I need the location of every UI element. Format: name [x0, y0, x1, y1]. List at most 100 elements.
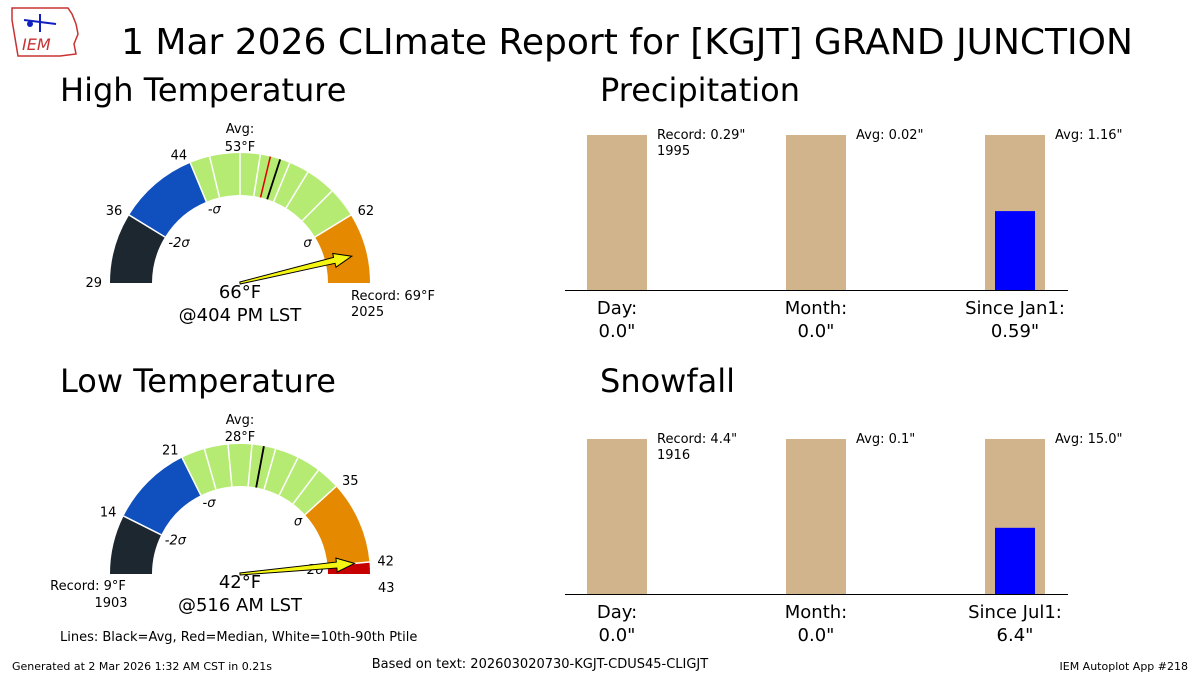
high-tick-label-3: 62 [358, 204, 375, 219]
high-sigma-label-0: -2σ [168, 236, 190, 251]
high-gauge-band-2 [190, 152, 351, 238]
precip-category-label-2: Since Jan1: [965, 298, 1065, 319]
lines-legend: Lines: Black=Avg, Red=Median, White=10th… [60, 630, 417, 645]
snow-reference-label-0: Record: 4.4" [657, 432, 737, 447]
precip-reference-bar-1 [786, 135, 846, 290]
high-tick-label-2: 44 [171, 149, 188, 164]
low-band-separator-2 [304, 485, 337, 516]
snow-observed-label-2: 6.4" [997, 625, 1034, 646]
source-text-id: Based on text: 202603020730-KGJT-CDUS45-… [372, 657, 708, 672]
precip-reference-year-0: 1995 [657, 144, 690, 159]
snow-observed-label-0: 0.0" [599, 625, 636, 646]
low-avg-label: Avg: [226, 413, 254, 428]
snow-observed-bar-2 [995, 527, 1035, 594]
snow-observed-label-1: 0.0" [798, 625, 835, 646]
high-observed-needle [239, 252, 354, 285]
high-sigma-label-1: -σ [208, 202, 222, 217]
precip-observed-label-1: 0.0" [798, 321, 835, 342]
snowfall-title: Snowfall [600, 362, 735, 400]
page-title: 1 Mar 2026 CLImate Report for [KGJT] GRA… [121, 22, 1133, 63]
low-record-year: 1903 [94, 596, 127, 611]
low-band-separator-0 [123, 515, 162, 536]
snow-reference-bar-1 [786, 439, 846, 594]
low-tick-label-0: 14 [100, 505, 117, 520]
low-sigma-label-2: σ [294, 514, 303, 529]
snow-category-label-0: Day: [597, 602, 637, 623]
precip-reference-bar-0 [587, 135, 647, 290]
low-avg-line [255, 446, 265, 488]
generated-timestamp: Generated at 2 Mar 2026 1:32 AM CST in 0… [12, 660, 272, 673]
high-band-separator-0 [128, 214, 166, 238]
low-observed-value: 42°F [219, 572, 261, 593]
low-band-separator-1 [181, 457, 202, 496]
high-record-label: Record: 69°F [351, 289, 435, 304]
precip-observed-label-2: 0.59" [991, 321, 1039, 342]
snow-reference-bar-0 [587, 439, 647, 594]
snow-reference-year-0: 1916 [657, 448, 690, 463]
low-gauge-band-0 [110, 516, 162, 574]
high-temperature-panel: High Temperature 29 36 44 62 -2σ -σ σ Avg: 53°F 6… [60, 71, 435, 326]
high-avg-label: Avg: [226, 122, 254, 137]
low-sigma-label-1: -σ [203, 496, 217, 511]
logo-text: IEM [22, 35, 51, 54]
high-sigma-label-2: σ [303, 236, 312, 251]
high-temp-title: High Temperature [60, 71, 346, 109]
precip-reference-label-0: Record: 0.29" [657, 128, 745, 143]
low-temperature-panel: Low Temperature 1421354243-2σ-σσ2σAvg:28… [50, 362, 394, 616]
high-observed-time: @404 PM LST [179, 305, 303, 326]
low-temp-title: Low Temperature [60, 362, 336, 400]
precip-reference-label-2: Avg: 1.16" [1055, 128, 1123, 143]
high-percentile-line-2 [253, 154, 262, 197]
precipitation-title: Precipitation [600, 71, 800, 109]
precip-reference-label-1: Avg: 0.02" [856, 128, 924, 143]
high-percentile-line-0 [208, 156, 221, 198]
logo-vane-icon [23, 19, 57, 25]
low-record-label: Record: 9°F [50, 579, 126, 594]
low-percentile-line-1 [227, 444, 233, 487]
low-gauge-band-1 [123, 457, 201, 535]
high-observed-value: 66°F [219, 282, 261, 303]
autoplot-app-label: IEM Autoplot App #218 [1060, 660, 1189, 673]
high-avg-value: 53°F [225, 140, 256, 155]
logo-sensor-icon [27, 21, 33, 27]
precipitation-panel: Precipitation Record: 0.29"1995Day:0.0"A… [565, 71, 1123, 342]
precip-observed-bar-2 [995, 211, 1035, 290]
precip-category-label-1: Month: [785, 298, 847, 319]
low-tick-label-4: 43 [378, 581, 395, 596]
low-tick-label-3: 42 [377, 554, 394, 569]
high-gauge-band-0 [110, 215, 165, 283]
high-tick-label-1: 36 [106, 204, 123, 219]
low-sigma-label-0: -2σ [165, 534, 187, 549]
precip-category-label-0: Day: [597, 298, 637, 319]
precip-observed-label-0: 0.0" [599, 321, 636, 342]
high-record-year: 2025 [351, 305, 384, 320]
high-avg-line [266, 159, 282, 200]
high-percentile-line-5 [301, 190, 333, 222]
low-percentile-line-3 [263, 448, 277, 490]
snow-category-label-1: Month: [785, 602, 847, 623]
high-percentile-line-4 [285, 171, 309, 209]
low-tick-label-1: 21 [162, 443, 179, 458]
low-percentile-line-2 [247, 444, 253, 487]
low-observed-needle [239, 557, 356, 576]
low-percentile-line-5 [292, 469, 319, 505]
low-gauge-band-3 [305, 486, 370, 566]
high-gauge-band-1 [129, 162, 207, 238]
low-observed-time: @516 AM LST [178, 595, 303, 616]
snow-reference-label-1: Avg: 0.1" [856, 432, 915, 447]
high-median-line [259, 156, 272, 198]
high-tick-label-0: 29 [85, 276, 102, 291]
high-band-separator-2 [314, 214, 352, 238]
low-tick-label-2: 35 [342, 474, 359, 489]
snow-reference-label-2: Avg: 15.0" [1055, 432, 1123, 447]
snow-category-label-2: Since Jul1: [968, 602, 1062, 623]
high-percentile-line-3 [272, 162, 291, 202]
high-gauge-band-3 [315, 215, 370, 283]
iem-logo: IEM [11, 7, 79, 57]
low-percentile-line-0 [203, 448, 217, 490]
low-avg-value: 28°F [225, 430, 256, 445]
high-band-separator-1 [189, 162, 208, 202]
low-percentile-line-4 [278, 457, 299, 496]
